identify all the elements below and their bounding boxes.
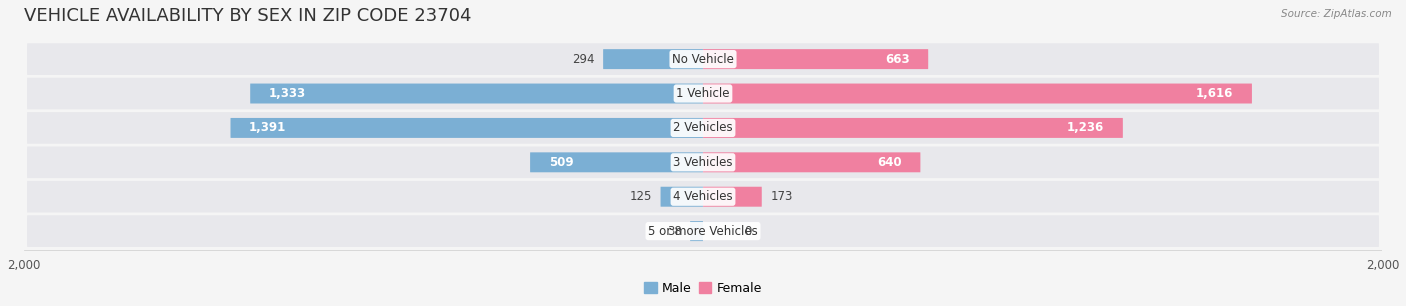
FancyBboxPatch shape	[27, 181, 1379, 213]
Text: 3 Vehicles: 3 Vehicles	[673, 156, 733, 169]
FancyBboxPatch shape	[690, 221, 703, 241]
Text: 663: 663	[884, 53, 910, 65]
Text: 0: 0	[744, 225, 751, 238]
Text: 509: 509	[548, 156, 574, 169]
Text: VEHICLE AVAILABILITY BY SEX IN ZIP CODE 23704: VEHICLE AVAILABILITY BY SEX IN ZIP CODE …	[24, 7, 471, 25]
FancyBboxPatch shape	[703, 84, 1251, 103]
Text: 1,333: 1,333	[269, 87, 307, 100]
FancyBboxPatch shape	[603, 49, 703, 69]
Text: 125: 125	[630, 190, 652, 203]
FancyBboxPatch shape	[250, 84, 703, 103]
Text: No Vehicle: No Vehicle	[672, 53, 734, 65]
FancyBboxPatch shape	[703, 49, 928, 69]
Text: 173: 173	[770, 190, 793, 203]
Text: 640: 640	[877, 156, 901, 169]
Text: 4 Vehicles: 4 Vehicles	[673, 190, 733, 203]
Text: 1,616: 1,616	[1197, 87, 1233, 100]
FancyBboxPatch shape	[703, 118, 1123, 138]
Text: 2 Vehicles: 2 Vehicles	[673, 121, 733, 134]
FancyBboxPatch shape	[27, 112, 1379, 144]
FancyBboxPatch shape	[530, 152, 703, 172]
FancyBboxPatch shape	[27, 78, 1379, 109]
Text: Source: ZipAtlas.com: Source: ZipAtlas.com	[1281, 9, 1392, 19]
FancyBboxPatch shape	[703, 152, 921, 172]
Text: 5 or more Vehicles: 5 or more Vehicles	[648, 225, 758, 238]
FancyBboxPatch shape	[27, 147, 1379, 178]
FancyBboxPatch shape	[231, 118, 703, 138]
Text: 294: 294	[572, 53, 595, 65]
FancyBboxPatch shape	[27, 215, 1379, 247]
Text: 38: 38	[666, 225, 682, 238]
FancyBboxPatch shape	[703, 187, 762, 207]
FancyBboxPatch shape	[27, 43, 1379, 75]
FancyBboxPatch shape	[661, 187, 703, 207]
Text: 1 Vehicle: 1 Vehicle	[676, 87, 730, 100]
Legend: Male, Female: Male, Female	[644, 282, 762, 295]
Text: 1,236: 1,236	[1067, 121, 1104, 134]
Text: 1,391: 1,391	[249, 121, 287, 134]
